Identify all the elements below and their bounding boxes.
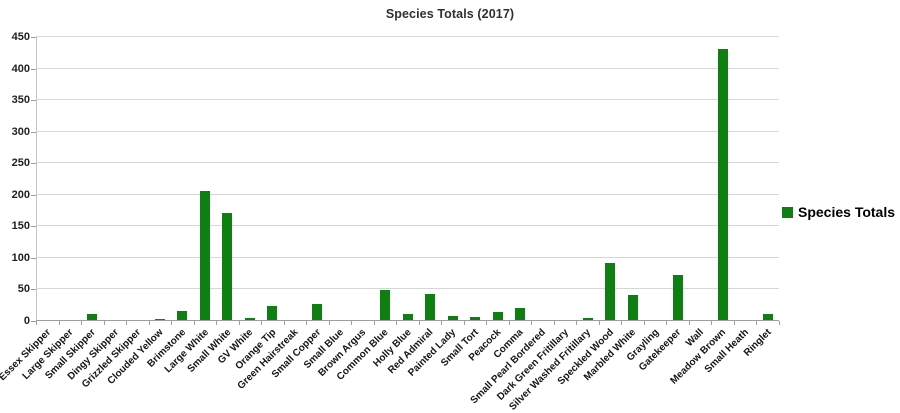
bar-large-white xyxy=(199,190,210,320)
legend-label: Species Totals xyxy=(798,204,896,220)
gridline xyxy=(36,99,779,101)
x-tick-mark xyxy=(779,321,780,325)
y-tick-mark xyxy=(31,257,36,259)
y-tick-label: 100 xyxy=(11,251,30,264)
gridline xyxy=(36,130,779,132)
x-tick-mark xyxy=(531,321,533,325)
y-tick-mark xyxy=(31,68,36,70)
x-tick-mark xyxy=(621,321,623,325)
gridline xyxy=(36,67,779,69)
bar-holly-blue xyxy=(402,313,413,320)
legend: Species Totals xyxy=(782,204,895,220)
gridline xyxy=(36,288,779,290)
x-tick-mark xyxy=(148,321,150,325)
x-tick-mark xyxy=(261,321,263,325)
y-tick-mark xyxy=(31,163,36,165)
x-tick-mark xyxy=(598,321,600,325)
y-tick-label: 350 xyxy=(11,94,30,107)
x-tick-mark xyxy=(373,321,375,325)
x-tick-mark xyxy=(643,321,645,325)
x-tick-mark xyxy=(508,321,510,325)
gridline xyxy=(36,36,779,37)
y-tick-label: 200 xyxy=(11,188,30,201)
x-tick-mark xyxy=(328,321,330,325)
bar-painted-lady xyxy=(447,316,458,320)
bar-clouded-yellow xyxy=(154,318,165,320)
gridline xyxy=(36,256,779,258)
gridline xyxy=(36,225,779,227)
y-tick-label: 50 xyxy=(17,283,30,296)
bar-marbled-white xyxy=(627,294,638,320)
bar-small-tort xyxy=(470,317,481,320)
bar-orange-tip xyxy=(267,306,278,320)
bar-brimstone xyxy=(177,311,188,320)
x-tick-mark xyxy=(351,321,353,325)
y-tick-mark xyxy=(31,289,36,291)
bar-comma xyxy=(515,308,526,320)
x-tick-mark xyxy=(756,321,758,325)
bar-meadow-brown xyxy=(717,48,728,320)
chart-title: Species Totals (2017) xyxy=(385,7,515,21)
x-tick-mark xyxy=(463,321,465,325)
bar-gv-white xyxy=(244,318,255,320)
y-tick-label: 450 xyxy=(11,31,30,43)
x-tick-mark xyxy=(171,321,173,325)
bar-common-blue xyxy=(379,289,390,320)
bar-small-skipper xyxy=(87,313,98,320)
x-tick-mark xyxy=(58,321,60,325)
x-tick-mark xyxy=(553,321,555,325)
bar-silver-washed-fritillary xyxy=(582,318,593,320)
x-tick-mark xyxy=(81,321,83,325)
x-tick-mark xyxy=(36,321,37,325)
x-tick-mark xyxy=(306,321,308,325)
bar-speckled-wood xyxy=(605,263,616,320)
y-tick-mark xyxy=(31,321,36,322)
x-tick-mark xyxy=(666,321,668,325)
legend-swatch-icon xyxy=(782,206,793,218)
x-tick-mark xyxy=(486,321,488,325)
x-tick-mark xyxy=(711,321,713,325)
y-tick-label: 150 xyxy=(11,220,30,233)
y-tick-mark xyxy=(31,226,36,228)
x-tick-mark xyxy=(441,321,443,325)
x-tick-mark xyxy=(103,321,105,325)
x-tick-mark xyxy=(688,321,690,325)
x-tick-mark xyxy=(396,321,398,325)
bar-gatekeeper xyxy=(672,274,683,320)
bar-peacock xyxy=(492,312,503,320)
y-tick-mark xyxy=(31,131,36,133)
y-tick-label: 250 xyxy=(11,157,30,170)
y-tick-mark xyxy=(31,194,36,196)
y-tick-label: 300 xyxy=(11,125,30,138)
plot-area xyxy=(36,36,779,321)
y-tick-label: 0 xyxy=(23,315,30,327)
x-tick-mark xyxy=(418,321,420,325)
x-tick-mark xyxy=(238,321,240,325)
x-tick-mark xyxy=(126,321,128,325)
y-axis-line xyxy=(36,37,37,321)
bar-small-white xyxy=(222,212,233,320)
gridline xyxy=(36,162,779,164)
x-axis-line xyxy=(36,320,779,321)
x-tick-mark xyxy=(193,321,195,325)
x-tick-mark xyxy=(733,321,735,325)
x-tick-mark xyxy=(576,321,578,325)
bar-red-admiral xyxy=(425,294,435,320)
y-tick-label: 400 xyxy=(11,62,30,75)
x-tick-mark xyxy=(216,321,218,325)
y-tick-mark xyxy=(31,37,36,38)
y-tick-mark xyxy=(31,100,36,102)
gridline xyxy=(36,193,779,195)
bar-ringlet xyxy=(762,313,773,320)
bar-small-copper xyxy=(312,304,323,320)
x-tick-mark xyxy=(283,321,285,325)
